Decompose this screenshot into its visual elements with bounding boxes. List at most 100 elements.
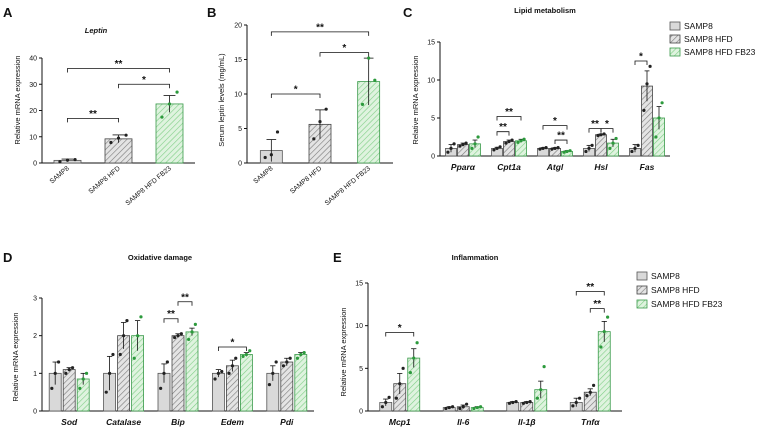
chart-d-significance-bracket — [163, 318, 179, 323]
chart-a-significance-label: ** — [89, 109, 97, 120]
chart-e-data-point — [387, 395, 391, 399]
chart-c-title: Lipid metabolism — [514, 6, 576, 15]
chart-e-title: Inflammation — [452, 253, 499, 262]
chart-d-category-label: Edem — [221, 417, 245, 427]
chart-c-significance-bracket — [634, 60, 648, 65]
chart-a-data-point — [167, 102, 172, 106]
chart-e-data-point — [525, 400, 529, 405]
chart-c-significance-label: ** — [591, 119, 599, 130]
chart-c: Lipid metabolism Relative mRNA expressio… — [411, 6, 670, 172]
chart-c-data-point — [550, 147, 554, 151]
chart-d-data-point — [139, 315, 143, 319]
chart-e-data-point — [521, 401, 525, 405]
chart-e-category-label: Il-6 — [457, 417, 470, 427]
chart-d-data-point — [53, 371, 57, 375]
chart-d-data-point — [159, 386, 163, 390]
chart-c-data-point — [630, 149, 634, 154]
chart-c-ytick-label: 10 — [427, 78, 435, 85]
chart-e: Inflammation Relative mRNA expression 0 5… — [339, 253, 622, 427]
chart-d-ylabel: Relative mRNA expression — [11, 312, 20, 401]
chart-b-significance-label: * — [294, 85, 298, 96]
chart-d-data-point — [220, 369, 224, 374]
chart-c-category-label: Fas — [640, 162, 655, 172]
chart-c-data-point — [599, 133, 603, 137]
chart-c-significance-bracket — [542, 125, 568, 130]
chart-d-data-point — [281, 364, 286, 368]
chart-c-data-point — [544, 146, 548, 150]
chart-c-significance-bracket — [496, 131, 510, 136]
chart-c-data-point — [587, 146, 591, 150]
chart-d-data-point — [241, 354, 245, 358]
chart-a-xtick-label: SAMP8 HFD — [87, 165, 121, 195]
chart-c-data-point — [636, 143, 640, 147]
chart-c-significance-label: * — [605, 119, 609, 130]
chart-e-significance-bracket — [589, 308, 605, 313]
chart-b-data-point — [324, 107, 328, 111]
chart-d-ytick-label: 1 — [33, 371, 37, 378]
chart-b-significance-bracket — [270, 31, 370, 36]
chart-e-significance-label: ** — [593, 299, 601, 310]
legend-bottom-label-samp8-hfd-fb23: SAMP8 HFD FB23 — [651, 299, 723, 309]
chart-a-significance-bracket — [118, 83, 170, 89]
chart-d-data-point — [216, 371, 220, 375]
chart-e-data-point — [415, 341, 419, 345]
chart-b-data-point — [269, 153, 273, 157]
chart-b-xtick-label: SAMP8 HFD — [289, 165, 323, 195]
chart-c-data-point — [519, 139, 523, 143]
panel-letter-a: A — [3, 5, 13, 20]
chart-c-data-point — [553, 146, 557, 150]
chart-e-data-point — [408, 371, 412, 375]
chart-c-data-point — [461, 143, 465, 147]
chart-e-data-point — [585, 394, 589, 398]
legend-bottom-swatch-samp8-hfd-fb23 — [636, 299, 648, 309]
chart-c-data-point — [458, 144, 462, 148]
chart-a-xtick-label: SAMP8 HFD FB23 — [125, 165, 173, 207]
chart-d: Oxidative damage Relative mRNA expressio… — [11, 253, 314, 427]
chart-c-data-point — [516, 140, 520, 144]
chart-c-category-label: Hsl — [594, 162, 608, 172]
chart-a-data-point — [58, 160, 62, 164]
chart-a-ytick-label: 20 — [29, 108, 37, 115]
chart-d-bar — [171, 335, 185, 412]
chart-e-data-point — [588, 390, 592, 394]
chart-e-data-point — [451, 405, 455, 409]
chart-d-data-point — [162, 371, 166, 375]
chart-c-data-point — [608, 146, 612, 150]
chart-e-data-point — [528, 400, 532, 404]
chart-a-bar — [104, 138, 133, 164]
chart-d-data-point — [64, 371, 68, 375]
chart-b-data-point — [373, 78, 377, 82]
panel-letter-c: C — [403, 5, 413, 20]
chart-c-data-point — [538, 147, 542, 151]
chart-d-bar — [294, 354, 308, 412]
chart-b-data-point — [318, 120, 322, 124]
chart-d-bar — [280, 361, 294, 412]
chart-b-data-point — [367, 56, 371, 60]
chart-c-data-point — [565, 149, 569, 154]
chart-d-data-point — [136, 334, 140, 338]
chart-b-ytick-label: 10 — [234, 92, 242, 99]
chart-d-data-point — [111, 352, 115, 357]
chart-e-data-point — [578, 396, 582, 400]
chart-d-data-point — [285, 360, 289, 364]
chart-c-category-label: Cpt1a — [497, 162, 521, 172]
chart-d-data-point — [187, 337, 191, 342]
chart-d-ytick-label: 0 — [33, 409, 37, 416]
chart-a-ytick-label: 40 — [29, 56, 37, 63]
chart-e-significance-label: ** — [586, 282, 594, 293]
chart-a-significance-bracket — [67, 117, 119, 123]
chart-d-data-point — [193, 322, 197, 326]
chart-c-data-point — [495, 146, 499, 150]
chart-d-category-label: Pdi — [280, 417, 294, 427]
chart-c-data-point — [596, 133, 600, 138]
chart-d-data-point — [267, 383, 272, 387]
chart-e-data-point — [542, 365, 546, 369]
chart-d-data-point — [274, 360, 278, 364]
chart-c-data-point — [504, 141, 508, 145]
chart-c-data-point — [568, 149, 572, 153]
chart-b-ytick-label: 0 — [238, 161, 242, 168]
chart-a-ylabel: Relative mRNA expression — [13, 55, 22, 144]
chart-c-data-point — [449, 146, 453, 150]
chart-c-significance-label: ** — [505, 107, 513, 118]
chart-c-ytick-label: 5 — [431, 116, 435, 123]
